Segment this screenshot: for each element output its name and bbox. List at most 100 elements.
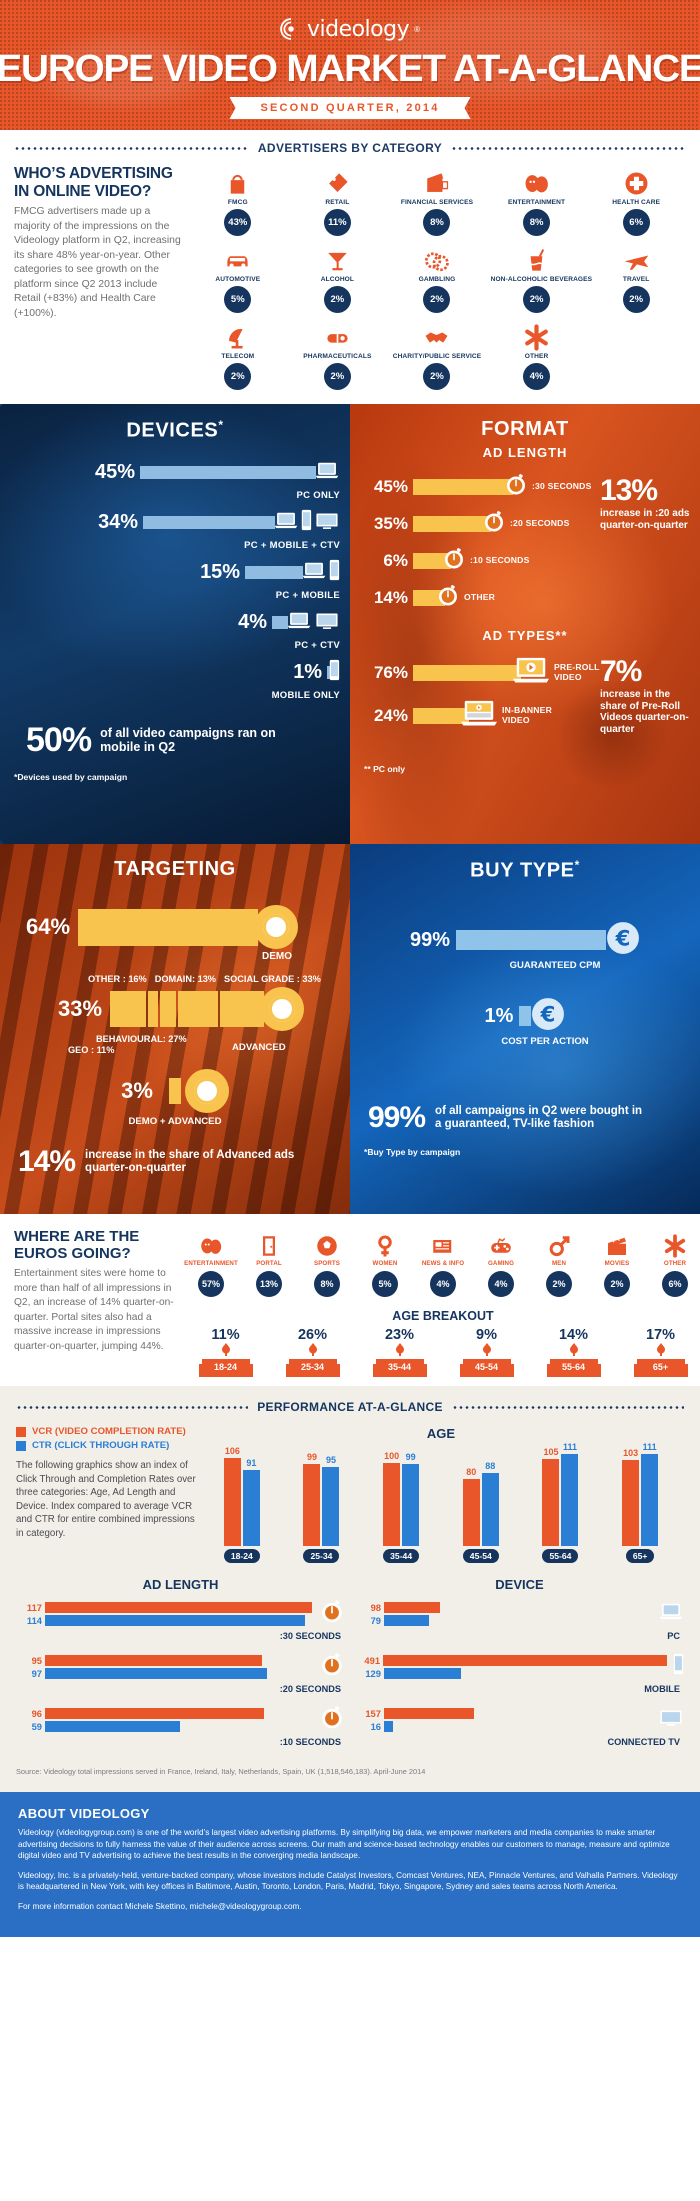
advertiser-category-pct: 8% xyxy=(523,209,551,236)
divider-left xyxy=(14,146,249,150)
device-label: MOBILE ONLY xyxy=(271,689,340,701)
ctr-bar: 99 xyxy=(402,1452,420,1546)
ad-length-stat: 13% increase in :20 ads quarter-on-quart… xyxy=(600,476,692,531)
device-chart-title: DEVICE xyxy=(495,1577,544,1592)
advertiser-category-cell[interactable]: ENTERTAINMENT 8% xyxy=(491,163,583,236)
ad-length-row: 35%:20 SECONDS xyxy=(364,509,700,538)
advertiser-category-cell[interactable]: FINANCIAL SERVICES 8% xyxy=(391,163,483,236)
advertiser-category-label: GAMBLING xyxy=(418,276,456,283)
advertiser-category-pct: 6% xyxy=(622,209,650,236)
advertiser-category-cell[interactable]: ALCOHOL 2% xyxy=(291,240,383,313)
ad-length-bar-list: 45%:30 SECONDS 35%:20 SECONDS 6%:10 SECOND… xyxy=(350,472,700,612)
pill-capsule-icon xyxy=(291,317,383,351)
advertiser-category-label: ENTERTAINMENT xyxy=(507,199,566,206)
ctr-value: 59 xyxy=(31,1720,42,1732)
euros-charts: ENTERTAINMENT 57% PORTAL 13% SPORTS 8% WOMEN 5%… xyxy=(182,1228,700,1377)
advertiser-category-pct: 2% xyxy=(622,286,650,313)
advertiser-category-cell[interactable]: FMCG 43% xyxy=(192,163,284,236)
devices-big-number: 50% xyxy=(26,720,92,759)
ctr-value: 114 xyxy=(26,1614,42,1626)
bar-pair: 106 91 xyxy=(223,1446,260,1546)
advertiser-category-pct: 2% xyxy=(523,286,551,313)
advertiser-category-cell[interactable]: PHARMACEUTICALS 2% xyxy=(291,317,383,390)
age-breakout-pct: 11% xyxy=(211,1327,240,1343)
bar-pair: 100 99 xyxy=(383,1446,420,1546)
targeting-demo-donut-icon xyxy=(254,905,299,949)
advertisers-title-text: ADVERTISERS BY CATEGORY xyxy=(257,141,443,155)
targeting-combo-bar xyxy=(168,1078,181,1104)
euro-category-cell[interactable]: MOVIES 2% xyxy=(588,1228,646,1297)
euro-category-cell[interactable]: MEN 2% xyxy=(530,1228,588,1297)
euro-category-label: NEWS & INFO xyxy=(421,1260,465,1267)
advertiser-category-cell[interactable]: GAMBLING 2% xyxy=(391,240,483,313)
buytype-row: 1% € COST PER ACTION xyxy=(350,997,700,1047)
wallet-icon xyxy=(391,163,483,197)
device-icon-group xyxy=(273,507,340,538)
videology-logo: videology ® xyxy=(0,14,700,44)
ad-length-bar xyxy=(413,552,451,569)
vcr-value: 100 xyxy=(384,1450,400,1461)
advertiser-category-pct: 2% xyxy=(423,286,451,313)
ctr-bar: 91 xyxy=(242,1458,260,1546)
euro-category-cell[interactable]: ENTERTAINMENT 57% xyxy=(182,1228,240,1297)
advertiser-category-cell[interactable]: RETAIL 11% xyxy=(291,163,383,236)
ad-length-bar xyxy=(413,515,491,532)
device-label: PC + MOBILE xyxy=(275,589,340,601)
advertiser-category-cell[interactable]: AUTOMOTIVE 5% xyxy=(192,240,284,313)
birthday-cake-icon xyxy=(198,1343,253,1382)
vcr-value: 95 xyxy=(31,1654,42,1666)
theatre-masks-icon xyxy=(491,163,583,197)
advertiser-category-cell[interactable]: HEALTH CARE 6% xyxy=(590,163,682,236)
advertiser-category-cell[interactable]: TRAVEL 2% xyxy=(590,240,682,313)
euro-category-cell[interactable]: GAMING 4% xyxy=(472,1228,530,1297)
advertiser-category-cell[interactable]: OTHER 4% xyxy=(491,317,583,390)
euro-category-cell[interactable]: OTHER 6% xyxy=(646,1228,700,1297)
ctr-value: 79 xyxy=(370,1614,381,1626)
ad-type-pct: 24% xyxy=(373,706,408,726)
stopwatch-icon xyxy=(319,1598,345,1629)
divider-right xyxy=(451,1405,684,1409)
ad-type-bar xyxy=(413,664,521,681)
tv-icon xyxy=(314,607,340,638)
advertiser-category-cell[interactable]: NON-ALCOHOLIC BEVERAGES 2% xyxy=(491,240,592,313)
bar-pair: 99 95 xyxy=(303,1446,340,1546)
buytype-title-asterisk: * xyxy=(574,858,580,872)
devices-title-text: DEVICES xyxy=(126,419,219,442)
vcr-bar: 106 xyxy=(223,1446,241,1546)
phone-icon xyxy=(329,557,340,588)
age-chart-group: 103 111 65+ xyxy=(609,1442,671,1563)
hbar-group: 95 97:20 SECONDS xyxy=(16,1651,345,1694)
age-chart-category: 25-34 xyxy=(303,1549,340,1563)
advertiser-category-cell[interactable]: CHARITY/PUBLIC SERVICE 2% xyxy=(391,317,483,390)
device-bar-row: 15% PC + MOBILE xyxy=(0,557,350,601)
ctr-value: 97 xyxy=(31,1667,42,1679)
ad-type-bar xyxy=(413,708,469,725)
advertisers-section: WHO’S ADVERTISING IN ONLINE VIDEO? FMCG … xyxy=(0,159,700,404)
device-icon-group xyxy=(286,607,340,638)
performance-legend-item: CTR (CLICK THROUGH RATE) xyxy=(16,1440,198,1451)
targeting-combo-label: DEMO + ADVANCED xyxy=(128,1116,222,1127)
euro-category-cell[interactable]: WOMEN 5% xyxy=(356,1228,414,1297)
ad-length-row: 6%:10 SECONDS xyxy=(364,546,700,575)
targeting-demo-label: DEMO xyxy=(262,951,292,962)
euro-category-cell[interactable]: SPORTS 8% xyxy=(298,1228,356,1297)
targeting-stat-number: 14% xyxy=(18,1145,76,1178)
format-panel: FORMAT AD LENGTH 45%:30 SECONDS 35%:20 SE… xyxy=(350,404,700,844)
euro-category-cell[interactable]: NEWS & INFO 4% xyxy=(414,1228,472,1297)
device-bar xyxy=(272,615,288,629)
advertiser-category-cell[interactable]: TELECOM 2% xyxy=(192,317,284,390)
performance-body: VCR (VIDEO COMPLETION RATE) CTR (CLICK TH… xyxy=(0,1420,700,1563)
euro-category-pct: 13% xyxy=(256,1271,282,1297)
euro-category-cell[interactable]: PORTAL 13% xyxy=(240,1228,298,1297)
page-title: EUROPE VIDEO MARKET AT-A-GLANCE xyxy=(0,48,700,90)
cocktail-glass-icon xyxy=(291,240,383,274)
vcr-bar: 80 xyxy=(462,1467,480,1546)
ad-length-stat-number: 13% xyxy=(600,474,658,507)
targeting-combo-row: 3% xyxy=(0,1069,350,1113)
phone-icon xyxy=(673,1651,684,1682)
advertiser-category-label: PHARMACEUTICALS xyxy=(303,353,372,360)
advertisers-row: TELECOM 2% PHARMACEUTICALS 2% CHARITY/PUBLIC… xyxy=(188,317,686,390)
birthday-cake-icon xyxy=(372,1343,427,1382)
advertisers-section-title: ADVERTISERS BY CATEGORY xyxy=(0,130,700,159)
svg-text:€: € xyxy=(615,926,631,951)
